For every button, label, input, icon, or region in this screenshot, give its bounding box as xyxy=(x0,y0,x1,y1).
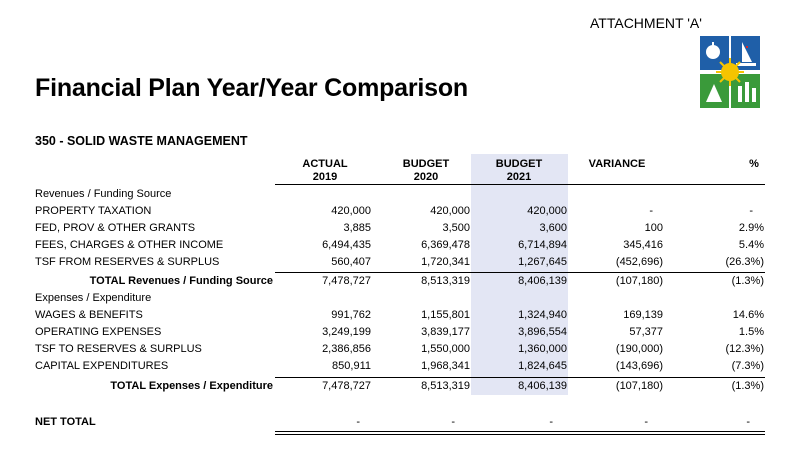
header-budget-2021: BUDGET 2021 xyxy=(495,158,543,183)
table-row: CAPITAL EXPENDITURES 850,911 1,968,341 1… xyxy=(35,360,764,372)
table-row: FEES, CHARGES & OTHER INCOME 6,494,435 6… xyxy=(35,239,764,251)
table-row: OPERATING EXPENSES 3,249,199 3,839,177 3… xyxy=(35,326,764,338)
net-total-row: NET TOTAL - - - - - xyxy=(35,416,750,428)
total-row-revenues: TOTAL Revenues / Funding Source 7,478,72… xyxy=(89,275,764,287)
department-heading: 350 - SOLID WASTE MANAGEMENT xyxy=(35,134,248,148)
header-rule xyxy=(275,184,765,185)
header-actual: ACTUAL 2019 xyxy=(302,158,348,183)
header-budget-2020: BUDGET 2020 xyxy=(402,158,450,183)
subtotal-rule xyxy=(275,377,765,378)
section-label-expenses: Expenses / Expenditure xyxy=(35,292,152,304)
attachment-label: ATTACHMENT 'A' xyxy=(590,15,702,31)
header-variance: VARIANCE xyxy=(588,158,646,170)
net-total-rule-1 xyxy=(275,431,765,432)
budget-2021-highlight xyxy=(471,154,568,395)
section-label-revenues: Revenues / Funding Source xyxy=(35,188,172,200)
header-percent: % xyxy=(749,158,759,170)
table-row: PROPERTY TAXATION 420,000 420,000 420,00… xyxy=(35,205,753,217)
table-row: TSF TO RESERVES & SURPLUS 2,386,856 1,55… xyxy=(35,343,764,355)
table-row: WAGES & BENEFITS 991,762 1,155,801 1,324… xyxy=(35,309,764,321)
municipal-logo-icon xyxy=(700,36,760,108)
net-total-rule-2 xyxy=(275,434,765,435)
subtotal-rule xyxy=(275,272,765,273)
page-title: Financial Plan Year/Year Comparison xyxy=(35,74,469,102)
table-row: TSF FROM RESERVES & SURPLUS 560,407 1,72… xyxy=(35,256,764,268)
total-row-expenses: TOTAL Expenses / Expenditure 7,478,727 8… xyxy=(110,380,764,392)
table-row: FED, PROV & OTHER GRANTS 3,885 3,500 3,6… xyxy=(35,222,764,234)
